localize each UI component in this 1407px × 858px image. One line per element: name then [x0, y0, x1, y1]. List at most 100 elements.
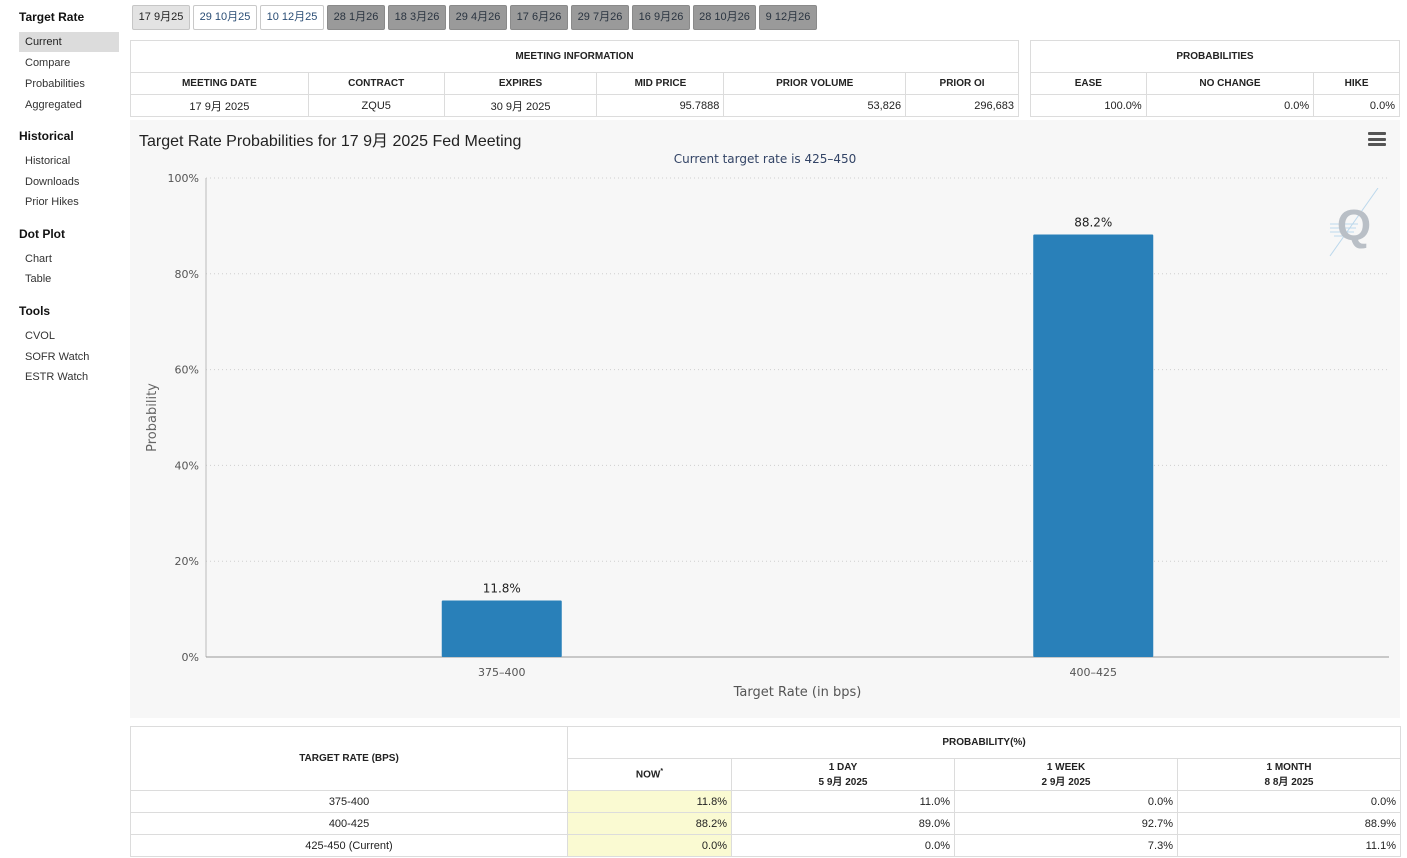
quikstrike-logo-icon: Q	[1329, 188, 1379, 257]
sidebar-item-downloads[interactable]: Downloads	[25, 176, 80, 188]
y-tick-label: 40%	[175, 459, 199, 472]
section-title-historical: Historical	[19, 129, 74, 143]
y-tick-label: 100%	[168, 172, 199, 185]
one-week-cell: 92.7%	[954, 812, 1178, 835]
col-hike: HIKE	[1313, 72, 1400, 95]
x-tick-label: 375–400	[478, 666, 526, 679]
hike-value: 0.0%	[1313, 94, 1400, 117]
one-month-cell: 11.1%	[1177, 834, 1401, 857]
mid-price-value: 95.7888	[596, 94, 725, 117]
one-week-cell: 7.3%	[954, 834, 1178, 857]
rate-cell: 375-400	[130, 790, 568, 813]
col-1-week-date: 2 9月 2025	[1041, 776, 1091, 788]
one-day-cell: 11.0%	[731, 790, 955, 813]
meeting-date-value: 17 9月 2025	[130, 94, 309, 117]
col-expires: EXPIRES	[443, 72, 598, 95]
col-prior-oi: PRIOR OI	[905, 72, 1019, 95]
sidebar-item-table[interactable]: Table	[25, 273, 52, 285]
col-1-month: 1 MONTH 8 8月 2025	[1177, 758, 1401, 791]
data-label: 88.2%	[1074, 216, 1112, 230]
col-1-week: 1 WEEK 2 9月 2025	[954, 758, 1178, 791]
sidebar-item-chart[interactable]: Chart	[25, 253, 52, 265]
ease-value: 100.0%	[1030, 94, 1147, 117]
sidebar-item-current[interactable]: Current	[19, 32, 119, 52]
prior-volume-value: 53,826	[723, 94, 907, 117]
sidebar-item-historical[interactable]: Historical	[25, 155, 71, 167]
col-no-change: NO CHANGE	[1145, 72, 1315, 95]
col-now-footnote: *	[660, 768, 664, 776]
one-week-cell: 0.0%	[954, 790, 1178, 813]
rate-cell: 400-425	[130, 812, 568, 835]
col-1-month-label: 1 MONTH	[1266, 761, 1312, 773]
col-ease: EASE	[1030, 72, 1147, 95]
one-day-cell: 0.0%	[731, 834, 955, 857]
now-cell: 11.8%	[567, 790, 732, 813]
y-tick-label: 0%	[182, 651, 199, 664]
section-title-target-rate: Target Rate	[19, 10, 85, 24]
sidebar-item-probabilities[interactable]: Probabilities	[25, 78, 85, 90]
table-row: 425-450 (Current) 0.0% 0.0% 7.3% 11.1%	[130, 834, 1401, 857]
y-axis-title: Probability	[145, 383, 160, 452]
svg-text:Q: Q	[1337, 201, 1371, 250]
x-tick-label: 400–425	[1070, 666, 1118, 679]
section-title-tools: Tools	[19, 304, 51, 318]
y-tick-label: 80%	[175, 268, 199, 281]
one-day-cell: 89.0%	[731, 812, 955, 835]
col-now-label: NOW	[635, 769, 661, 781]
table-row: 375-400 11.8% 11.0% 0.0% 0.0%	[130, 790, 1401, 813]
col-mid-price: MID PRICE	[596, 72, 725, 95]
col-now: NOW*	[567, 758, 732, 791]
sidebar: Target Rate Current Compare Probabilitie…	[0, 0, 125, 858]
prior-oi-value: 296,683	[905, 94, 1019, 117]
probabilities-table: PROBABILITIES EASE NO CHANGE HIKE 100.0%…	[1030, 40, 1400, 117]
now-cell: 88.2%	[567, 812, 732, 835]
date-tab[interactable]: 9 12月26	[759, 5, 817, 30]
date-tab[interactable]: 29 4月26	[449, 5, 507, 30]
date-tab[interactable]: 28 10月26	[693, 5, 756, 30]
y-tick-label: 60%	[175, 364, 199, 377]
sidebar-item-estr-watch[interactable]: ESTR Watch	[25, 371, 89, 383]
col-contract: CONTRACT	[307, 72, 445, 95]
meeting-info-table: MEETING INFORMATION MEETING DATE CONTRAC…	[130, 40, 1019, 117]
sidebar-item-compare[interactable]: Compare	[25, 57, 71, 69]
x-axis-title: Target Rate (in bps)	[733, 685, 862, 700]
section-title-dot-plot: Dot Plot	[19, 227, 65, 241]
date-tab[interactable]: 29 7月26	[571, 5, 629, 30]
col-prior-volume: PRIOR VOLUME	[723, 72, 907, 95]
rate-cell: 425-450 (Current)	[130, 834, 568, 857]
chart-panel: 0% 20% 40% 60% 80% 100% 11.8% 375–400 88.2% 400–4…	[130, 120, 1400, 718]
sidebar-item-aggregated[interactable]: Aggregated	[25, 99, 82, 111]
date-tab[interactable]: 17 9月25	[132, 5, 190, 30]
col-1-month-date: 8 8月 2025	[1264, 776, 1314, 788]
bar	[1033, 234, 1154, 657]
date-tab[interactable]: 18 3月26	[388, 5, 446, 30]
col-1-day-label: 1 DAY	[828, 761, 858, 773]
date-tab[interactable]: 10 12月25	[260, 5, 324, 30]
bar-chart: 0% 20% 40% 60% 80% 100% 11.8% 375–400 88.2% 400–4…	[145, 172, 1389, 700]
table-row: 400-425 88.2% 89.0% 92.7% 88.9%	[130, 812, 1401, 835]
sidebar-item-prior-hikes[interactable]: Prior Hikes	[25, 196, 79, 208]
y-tick-label: 20%	[175, 555, 199, 568]
expires-value: 30 9月 2025	[443, 94, 598, 117]
probabilities-title: PROBABILITIES	[1030, 40, 1400, 73]
data-label: 11.8%	[483, 581, 521, 595]
probability-table: TARGET RATE (BPS) PROBABILITY(%) NOW* 1 …	[130, 726, 1401, 857]
col-1-week-label: 1 WEEK	[1046, 761, 1086, 773]
date-tab[interactable]: 17 6月26	[510, 5, 568, 30]
col-meeting-date: MEETING DATE	[130, 72, 309, 95]
one-month-cell: 88.9%	[1177, 812, 1401, 835]
meeting-info-title: MEETING INFORMATION	[130, 40, 1019, 73]
sidebar-item-cvol[interactable]: CVOL	[25, 330, 55, 342]
date-tab[interactable]: 28 1月26	[327, 5, 385, 30]
col-target-rate: TARGET RATE (BPS)	[130, 726, 568, 791]
sidebar-item-sofr-watch[interactable]: SOFR Watch	[25, 351, 90, 363]
hamburger-menu-icon[interactable]	[1368, 132, 1386, 146]
now-cell: 0.0%	[567, 834, 732, 857]
col-1-day: 1 DAY 5 9月 2025	[731, 758, 955, 791]
date-tab[interactable]: 29 10月25	[193, 5, 257, 30]
probability-group-header: PROBABILITY(%)	[567, 726, 1401, 759]
contract-value: ZQU5	[307, 94, 445, 117]
col-1-day-date: 5 9月 2025	[818, 776, 868, 788]
one-month-cell: 0.0%	[1177, 790, 1401, 813]
date-tab[interactable]: 16 9月26	[632, 5, 690, 30]
